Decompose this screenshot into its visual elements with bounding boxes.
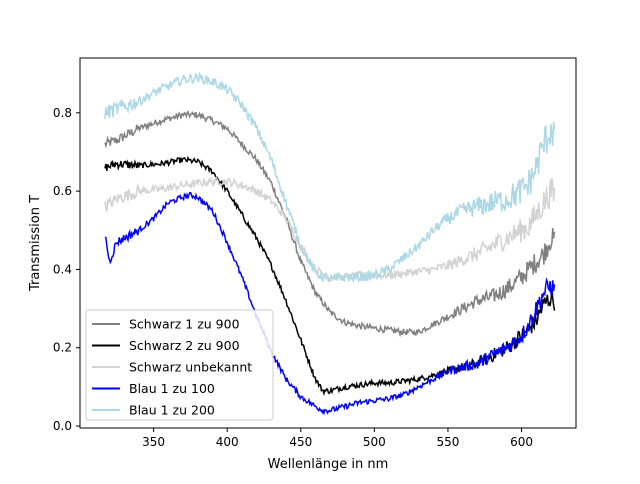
series-line-4 [104, 71, 556, 284]
legend: Schwarz 1 zu 900 Schwarz 2 zu 900 Schwarz … [85, 309, 274, 421]
y-tick-label: 0.2 [53, 341, 72, 355]
legend-label: Blau 1 zu 100 [129, 381, 215, 396]
y-tick-label: 0.6 [53, 184, 72, 198]
legend-label: Schwarz unbekannt [129, 360, 252, 375]
x-tick-label: 600 [510, 435, 533, 449]
y-tick-label: 0.8 [53, 106, 72, 120]
x-tick-label: 350 [142, 435, 165, 449]
legend-label: Schwarz 2 zu 900 [129, 338, 240, 353]
y-axis: 0.0 0.2 0.4 0.6 0.8 [53, 106, 80, 433]
series-line-2 [104, 176, 556, 283]
x-tick-label: 400 [216, 435, 239, 449]
plot-frame [79, 57, 577, 429]
series-lines [104, 71, 556, 416]
legend-label: Schwarz 1 zu 900 [129, 317, 240, 332]
x-tick-label: 550 [436, 435, 459, 449]
legend-box [85, 309, 274, 421]
y-tick-label: 0.0 [53, 419, 72, 433]
series-line-3 [104, 191, 556, 416]
y-tick-label: 0.4 [53, 262, 72, 276]
x-axis-label: Wellenlänge in nm [268, 457, 389, 472]
legend-label: Blau 1 zu 200 [129, 403, 215, 418]
y-axis-label: Transmission T [28, 195, 43, 292]
series-line-1 [104, 155, 556, 397]
x-axis: 350 400 450 500 550 600 [142, 428, 533, 449]
x-tick-label: 500 [363, 435, 386, 449]
x-tick-label: 450 [289, 435, 312, 449]
series-line-0 [104, 110, 556, 338]
